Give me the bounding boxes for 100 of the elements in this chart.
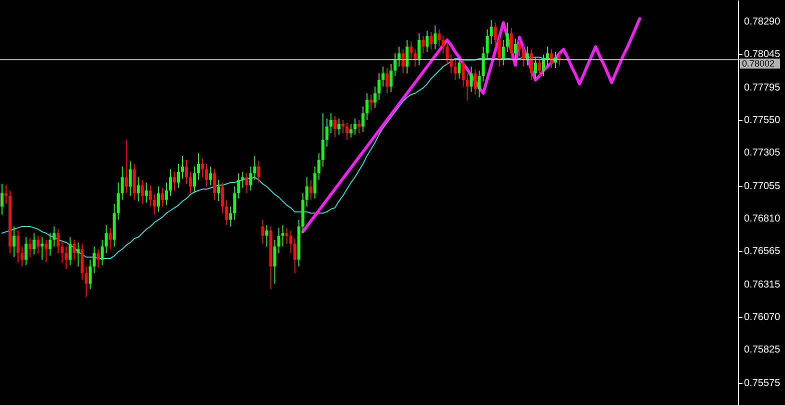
candlestick [148, 184, 152, 207]
candlestick [189, 171, 192, 194]
candlestick [68, 236, 72, 266]
candlestick [185, 159, 188, 184]
candlestick [450, 54, 453, 74]
y-tick-label: 0.76315 [744, 279, 781, 290]
line-series [301, 17, 642, 234]
candlestick [538, 59, 541, 76]
candlestick [498, 35, 501, 68]
candlestick [458, 56, 461, 80]
candlestick [116, 182, 120, 220]
candlestick [309, 179, 312, 200]
candlestick [16, 230, 20, 263]
ref-line-label: 0.78002 [742, 58, 775, 69]
candlestick [394, 52, 397, 76]
candlestick [390, 63, 393, 92]
y-tick-label: 0.77550 [744, 114, 781, 126]
candlestick [325, 118, 328, 148]
candlestick [321, 112, 324, 168]
candlestick [253, 155, 256, 180]
candlestick [237, 172, 240, 200]
candlestick [4, 184, 8, 204]
candlestick [370, 94, 373, 112]
candlestick [542, 54, 545, 76]
candlestick [470, 66, 473, 92]
candlestick [213, 168, 216, 200]
candlestick [209, 166, 212, 186]
candlestick [24, 236, 28, 266]
candlestick [333, 115, 336, 138]
candlestick [386, 67, 389, 94]
candlestick [478, 70, 481, 98]
candlestick [156, 186, 160, 212]
candlestick [108, 227, 112, 250]
candlestick [136, 176, 140, 202]
candlestick [100, 239, 104, 266]
candlestick [313, 166, 316, 200]
candlestick [490, 19, 493, 44]
candlestick [265, 224, 268, 247]
candlestick [92, 246, 96, 274]
candlestick [410, 40, 413, 60]
candlestick [506, 22, 509, 52]
candlestick [64, 246, 68, 270]
candlestick [341, 119, 344, 134]
candlestick [124, 139, 128, 194]
candlestick [197, 152, 200, 180]
candlestick [289, 230, 292, 254]
candlestick [40, 236, 44, 260]
candlestick [201, 158, 204, 178]
y-tick-label: 0.77795 [744, 82, 781, 94]
candlestick [152, 194, 156, 215]
candlestick [462, 59, 465, 88]
candlestick [345, 122, 348, 140]
candlestick [20, 246, 24, 267]
candlestick [84, 266, 88, 298]
candlestick [120, 166, 124, 200]
candlestick [193, 166, 196, 194]
candlestick [72, 239, 76, 260]
candlestick [466, 72, 469, 100]
candlestick [285, 227, 288, 244]
candlestick [180, 155, 184, 180]
candlestick [474, 68, 477, 96]
candlestick [229, 206, 232, 227]
candlestick [337, 118, 340, 136]
candlestick [245, 172, 248, 194]
candlestick [494, 22, 497, 48]
candlestick [144, 182, 148, 203]
candlestick [132, 163, 136, 200]
candlestick [104, 224, 108, 254]
y-tick-label: 0.78045 [744, 48, 781, 60]
candlestick [164, 182, 168, 206]
candlestick [52, 226, 56, 247]
candlestick [88, 259, 92, 290]
candlestick [172, 171, 176, 192]
candlestick [361, 106, 364, 132]
candlestick [28, 238, 32, 258]
candlestick [0, 183, 4, 215]
candlestick [80, 243, 84, 280]
candlestick [217, 179, 220, 202]
candlestick [482, 46, 485, 82]
candlestick [406, 39, 409, 74]
candlestick [277, 227, 280, 254]
candlestick [168, 168, 172, 196]
candlestick [438, 28, 441, 48]
candlestick [365, 92, 368, 120]
y-tick-label: 0.76565 [744, 246, 781, 258]
candlestick [233, 186, 236, 220]
candlestick [96, 248, 100, 268]
y-tick-label: 0.75825 [744, 344, 781, 356]
candlestick [32, 232, 36, 255]
candlestick [442, 35, 445, 54]
candlestick [128, 160, 132, 196]
candlestick [329, 112, 332, 134]
candlestick [48, 232, 52, 256]
candlestick [534, 56, 537, 80]
candlestick [249, 166, 252, 192]
candlestick [261, 219, 264, 244]
candlestick [225, 199, 228, 226]
candlestick [317, 152, 320, 180]
candlestick [502, 39, 505, 66]
candlestick [422, 35, 425, 54]
